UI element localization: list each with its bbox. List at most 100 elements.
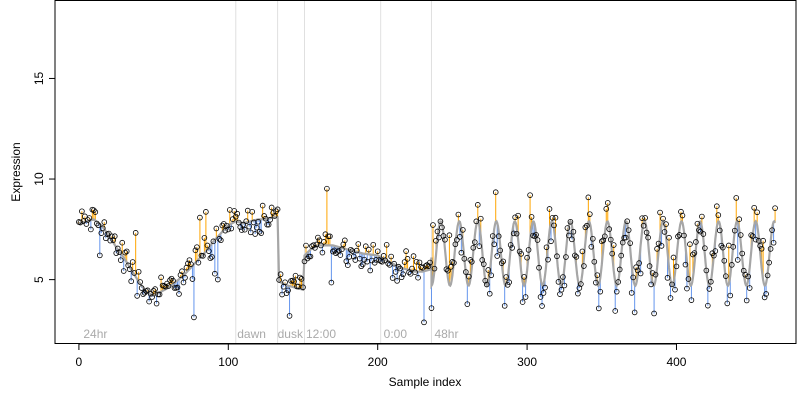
data-point	[714, 203, 720, 209]
data-point	[345, 262, 351, 268]
data-point	[270, 210, 276, 216]
data-point	[194, 244, 200, 250]
data-point	[482, 277, 489, 284]
data-point	[189, 276, 196, 282]
data-point	[758, 245, 765, 252]
data-point	[298, 276, 305, 282]
data-point	[558, 286, 565, 293]
data-point	[265, 221, 272, 228]
data-point	[400, 271, 406, 278]
data-point	[615, 279, 622, 285]
data-point	[498, 260, 505, 266]
data-point	[616, 266, 623, 273]
data-point	[445, 267, 451, 274]
data-point	[503, 274, 509, 280]
data-point	[728, 262, 735, 268]
data-point	[174, 284, 181, 291]
data-point	[310, 242, 317, 248]
x-tick-label: 300	[517, 355, 537, 369]
data-point	[446, 232, 453, 238]
data-point	[630, 274, 636, 281]
data-point	[575, 290, 581, 297]
data-point	[448, 264, 454, 270]
data-point	[152, 286, 158, 292]
data-point	[561, 282, 568, 289]
data-point	[521, 274, 527, 280]
data-point	[643, 229, 650, 236]
y-tick-label: 10	[32, 172, 46, 186]
data-point	[110, 237, 117, 243]
region-label-5: 48hr	[434, 327, 458, 341]
data-point	[746, 285, 753, 291]
data-point	[451, 259, 457, 266]
data-point	[146, 298, 152, 305]
data-point	[156, 291, 163, 298]
data-point	[342, 237, 348, 244]
data-point	[601, 233, 608, 240]
data-point	[761, 294, 768, 301]
data-point	[195, 259, 202, 266]
data-point	[385, 260, 391, 267]
data-point	[770, 239, 777, 246]
data-point	[204, 242, 211, 249]
data-point	[699, 213, 705, 220]
data-point	[180, 279, 187, 286]
data-point	[410, 253, 417, 259]
data-point	[480, 261, 487, 267]
data-point	[421, 319, 427, 326]
data-point	[579, 248, 586, 255]
y-tick-label: 5	[32, 276, 46, 283]
data-point	[228, 225, 235, 232]
data-point	[510, 230, 517, 237]
data-point	[431, 265, 438, 272]
data-point	[469, 259, 475, 265]
data-point	[694, 220, 701, 227]
data-point	[760, 237, 766, 244]
data-point	[353, 247, 360, 254]
data-point	[585, 194, 592, 201]
x-tick-label: 0	[76, 355, 83, 369]
data-point	[259, 202, 266, 209]
data-point	[224, 222, 230, 229]
data-point	[658, 243, 665, 249]
data-point	[545, 256, 551, 263]
data-point	[149, 294, 155, 300]
data-point	[176, 291, 182, 297]
data-point	[397, 265, 403, 272]
data-point	[509, 245, 515, 251]
data-point	[536, 264, 542, 271]
data-point	[315, 234, 321, 241]
data-point	[355, 241, 362, 247]
data-point	[350, 253, 357, 260]
data-point	[578, 281, 584, 287]
data-point	[736, 216, 743, 222]
data-point	[512, 214, 518, 221]
data-point	[719, 244, 726, 251]
data-point	[757, 243, 763, 249]
data-point	[286, 313, 293, 319]
data-point	[539, 303, 545, 309]
region-label-2: dusk	[278, 327, 304, 341]
data-point	[506, 279, 512, 286]
data-point	[218, 237, 224, 244]
data-point	[618, 252, 625, 259]
data-point	[442, 236, 448, 243]
data-point	[116, 249, 123, 256]
data-point	[767, 246, 774, 252]
data-point	[555, 279, 562, 285]
data-point	[303, 242, 309, 249]
data-point	[477, 215, 484, 222]
data-point	[301, 258, 308, 265]
data-point	[427, 259, 433, 266]
data-point	[649, 270, 656, 276]
data-point	[466, 273, 472, 280]
data-point	[712, 248, 719, 254]
data-point	[382, 257, 388, 264]
data-point	[241, 226, 248, 233]
data-point	[734, 257, 741, 263]
data-point	[203, 209, 209, 215]
data-point	[243, 218, 250, 225]
region-label-0: 24hr	[83, 327, 107, 341]
data-point	[705, 302, 711, 309]
data-point	[591, 258, 598, 265]
